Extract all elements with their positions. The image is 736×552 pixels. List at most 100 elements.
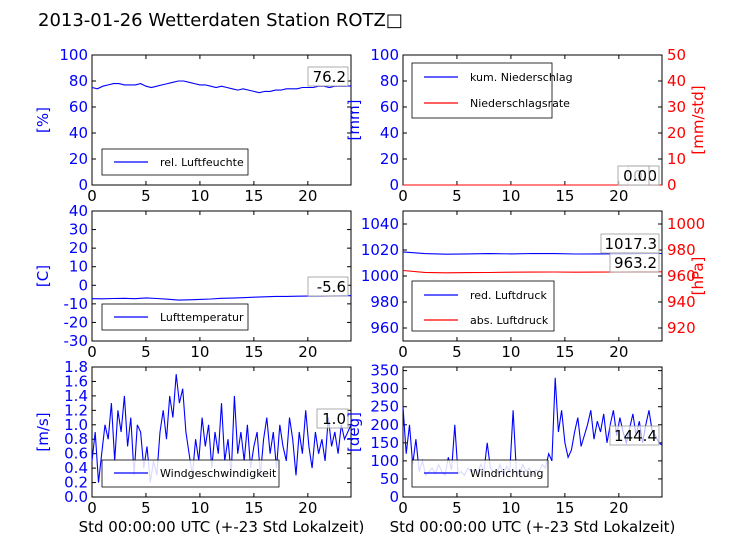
x-tick-label: 10 (190, 343, 209, 361)
y-tick-label: 40 (69, 202, 88, 220)
panel-precip: 0 5 10 15 20 0 20 40 60 80 100 [mm] 0 10 20 30 40 50 [mm/s… (345, 46, 707, 205)
y2-axis-label: [mm/std] (689, 85, 707, 154)
y-tick-label: 1000 (361, 267, 399, 285)
y2-tick-label: 10 (667, 150, 686, 168)
x-axis-label: Std 00:00:00 UTC (+-23 Std Lokalzeit) (79, 518, 365, 536)
x-tick-label: 5 (141, 343, 151, 361)
y-tick-label: 1.8 (64, 358, 88, 376)
y-axis-label: [mm] (345, 100, 363, 141)
y-tick-label: 200 (370, 416, 399, 434)
y-tick-label: 250 (370, 398, 399, 416)
y-tick-label: 1.2 (64, 401, 88, 419)
x-tick-label: 0 (398, 343, 408, 361)
y-axis-label: [m/s] (34, 412, 52, 451)
y-tick-label: 960 (370, 319, 399, 337)
x-tick-label: 0 (398, 499, 408, 517)
x-tick-label: 0 (87, 343, 97, 361)
y2-tick-label: 40 (667, 72, 686, 90)
y2-axis-label: [hPa] (689, 257, 707, 296)
x-tick-label: 15 (244, 499, 263, 517)
y-tick-label: 1.4 (64, 387, 88, 405)
y2-tick-label: 960 (667, 267, 696, 285)
x-tick-label: 10 (501, 343, 520, 361)
y-tick-label: 80 (380, 72, 399, 90)
legend-label: Windgeschwindigkeit (160, 467, 277, 480)
legend-label: Lufttemperatur (160, 311, 244, 324)
x-tick-label: 20 (609, 343, 628, 361)
x-tick-label: 20 (298, 343, 317, 361)
y-tick-label: 1.0 (64, 416, 88, 434)
y-tick-label: -10 (64, 295, 89, 313)
value-label-box (307, 276, 349, 297)
y-tick-label: 0.2 (64, 474, 88, 492)
value-label: 144.4 (614, 427, 657, 445)
y2-tick-label: 940 (667, 293, 696, 311)
y-tick-label: 1020 (361, 241, 399, 259)
x-tick-label: 10 (190, 499, 209, 517)
page-title: 2013-01-26 Wetterdaten Station ROTZ□ (38, 10, 403, 31)
y-tick-label: 50 (380, 470, 399, 488)
legend-label: Windrichtung (470, 467, 543, 480)
y-tick-label: 1.6 (64, 372, 88, 390)
value-label-box (609, 425, 660, 446)
value-label-box (617, 165, 650, 186)
y-tick-label: 60 (380, 98, 399, 116)
value-label-box (316, 408, 349, 429)
value-label: 1.0 (322, 410, 346, 428)
y-tick-label: 300 (370, 380, 399, 398)
value-label: 963.2 (614, 254, 657, 272)
panel-temperature: 0 5 10 15 20-30-20-10010203040[C]Lufttempera… (34, 202, 352, 361)
series-line-0 (91, 80, 352, 94)
y2-tick-label: 20 (667, 124, 686, 142)
x-tick-label: 5 (452, 343, 462, 361)
y-tick-label: 100 (370, 452, 399, 470)
x-tick-label: 15 (244, 187, 263, 205)
plot-frame (91, 366, 352, 498)
y-tick-label: 0.6 (64, 445, 88, 463)
x-tick-label: 10 (501, 187, 520, 205)
y-tick-label: 30 (69, 221, 88, 239)
x-tick-label: 15 (244, 343, 263, 361)
x-tick-label: 5 (452, 499, 462, 517)
y-tick-label: 100 (59, 46, 88, 64)
y-tick-label: 10 (69, 258, 88, 276)
y-tick-label: 0.8 (64, 430, 88, 448)
x-tick-label: 15 (555, 187, 574, 205)
y-tick-label: 40 (69, 124, 88, 142)
y-tick-label: 350 (370, 362, 399, 380)
y-tick-label: 0 (389, 176, 399, 194)
y-tick-label: -30 (64, 332, 89, 350)
x-tick-label: 15 (555, 499, 574, 517)
y-tick-label: 60 (69, 98, 88, 116)
x-tick-label: 0 (398, 187, 408, 205)
panel-windspeed: 0 5 10 15 200.00.20.40.60.81.01.21.41.61.8[m… (34, 358, 364, 536)
x-tick-label: 10 (190, 187, 209, 205)
y2-tick-label: 50 (667, 46, 686, 64)
series-line-0 (91, 374, 352, 483)
y-tick-label: 1040 (361, 215, 399, 233)
panel-pressure: 0 5 10 15 20 960 980 1000 1020 1040 920 940 960 980 10… (361, 210, 707, 361)
value-label: 1017.3 (605, 235, 658, 253)
plot-frame (402, 366, 663, 498)
y2-tick-label: 30 (667, 98, 686, 116)
y-tick-label: 980 (370, 293, 399, 311)
x-tick-label: 20 (609, 499, 628, 517)
y-tick-label: 150 (370, 434, 399, 452)
y-tick-label: 20 (380, 150, 399, 168)
plot-frame (91, 54, 352, 186)
x-tick-label: 10 (501, 499, 520, 517)
legend-label: Niederschlagsrate (470, 97, 570, 110)
y-tick-label: 100 (370, 46, 399, 64)
y-tick-label: 0 (389, 488, 399, 506)
legend-box (411, 62, 553, 119)
x-tick-label: 0 (87, 187, 97, 205)
panel-humidity: 0 5 10 15 20 0 20 40 60 80 100 [%] rel. Luftfeuchte 7… (34, 46, 352, 205)
plot-frame (91, 210, 352, 342)
y-tick-label: 0.4 (64, 459, 88, 477)
value-label: 76.2 (313, 68, 346, 86)
y-tick-label: -20 (64, 313, 89, 331)
x-tick-label: 0 (87, 499, 97, 517)
y2-tick-label: 980 (667, 241, 696, 259)
